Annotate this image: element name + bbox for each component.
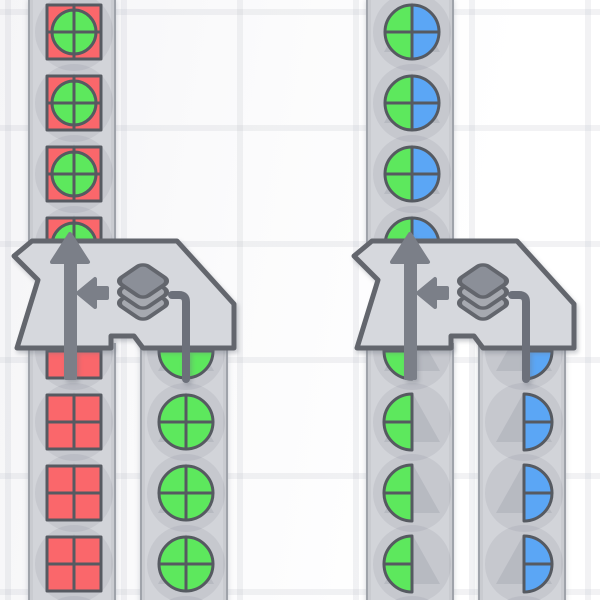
stacker-right[interactable] [348,228,580,384]
shape-item-green-half-circle [382,463,414,523]
shape-item-green-half-circle [382,534,414,594]
belt-right-output[interactable] [366,0,454,284]
shape-item-green-blue-circle [383,145,441,203]
stacker-left[interactable] [8,228,240,384]
item-shadow [147,596,225,600]
shape-item-green-blue-circle [383,74,441,132]
shape-item-green-circle [157,464,215,522]
input-direction-arrow-icon [416,277,449,309]
shape-item-red-square [45,535,103,593]
shape-item-red-square [45,393,103,451]
shape-item-red-square [45,464,103,522]
shape-item-green-half-circle [382,392,414,452]
shape-item-stacked-circle-square [45,3,103,61]
stacker-machine-sprite [351,232,577,383]
shape-item-blue-half-circle [522,463,554,523]
belt-right-input-left[interactable] [366,312,454,600]
shape-item-stacked-circle-square [45,145,103,203]
shape-item-green-circle [157,393,215,451]
shape-item-green-blue-circle [383,3,441,61]
secondary-input-pipe-icon [168,291,190,383]
item-shadow [485,596,563,600]
output-arrow-icon [50,232,90,380]
shape-item-green-circle [157,535,215,593]
shape-item-blue-half-circle [522,392,554,452]
stacker-machine-sprite [11,232,237,383]
stacker-layers-icon [456,263,510,321]
shape-item-blue-half-circle [522,534,554,594]
shape-item-stacked-circle-square [45,74,103,132]
item-shadow [35,596,113,600]
input-direction-arrow-icon [76,277,109,309]
output-arrow-icon [390,232,430,380]
belt-left-output[interactable] [28,0,116,284]
stacker-layers-icon [116,263,170,321]
item-shadow [373,596,451,600]
secondary-input-pipe-icon [508,291,530,383]
